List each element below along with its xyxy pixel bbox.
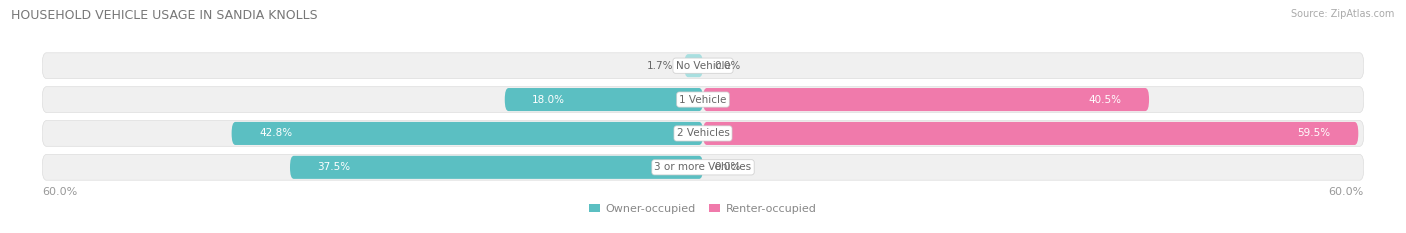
FancyBboxPatch shape xyxy=(505,88,703,111)
Text: 60.0%: 60.0% xyxy=(42,187,77,197)
Text: 18.0%: 18.0% xyxy=(533,95,565,105)
FancyBboxPatch shape xyxy=(42,87,1364,113)
Text: Source: ZipAtlas.com: Source: ZipAtlas.com xyxy=(1291,9,1395,19)
Text: 2 Vehicles: 2 Vehicles xyxy=(676,128,730,138)
FancyBboxPatch shape xyxy=(232,122,703,145)
Text: 40.5%: 40.5% xyxy=(1088,95,1122,105)
Text: No Vehicle: No Vehicle xyxy=(675,61,731,71)
Text: HOUSEHOLD VEHICLE USAGE IN SANDIA KNOLLS: HOUSEHOLD VEHICLE USAGE IN SANDIA KNOLLS xyxy=(11,9,318,22)
Legend: Owner-occupied, Renter-occupied: Owner-occupied, Renter-occupied xyxy=(585,199,821,218)
Text: 42.8%: 42.8% xyxy=(259,128,292,138)
Text: 60.0%: 60.0% xyxy=(1329,187,1364,197)
FancyBboxPatch shape xyxy=(703,88,1149,111)
Text: 0.0%: 0.0% xyxy=(714,162,741,172)
FancyBboxPatch shape xyxy=(42,120,1364,146)
Text: 3 or more Vehicles: 3 or more Vehicles xyxy=(654,162,752,172)
FancyBboxPatch shape xyxy=(42,53,1364,79)
Text: 37.5%: 37.5% xyxy=(318,162,350,172)
Text: 0.0%: 0.0% xyxy=(714,61,741,71)
Text: 1 Vehicle: 1 Vehicle xyxy=(679,95,727,105)
FancyBboxPatch shape xyxy=(290,156,703,179)
Text: 1.7%: 1.7% xyxy=(647,61,673,71)
FancyBboxPatch shape xyxy=(703,122,1358,145)
FancyBboxPatch shape xyxy=(42,154,1364,180)
FancyBboxPatch shape xyxy=(685,54,703,77)
Text: 59.5%: 59.5% xyxy=(1298,128,1330,138)
